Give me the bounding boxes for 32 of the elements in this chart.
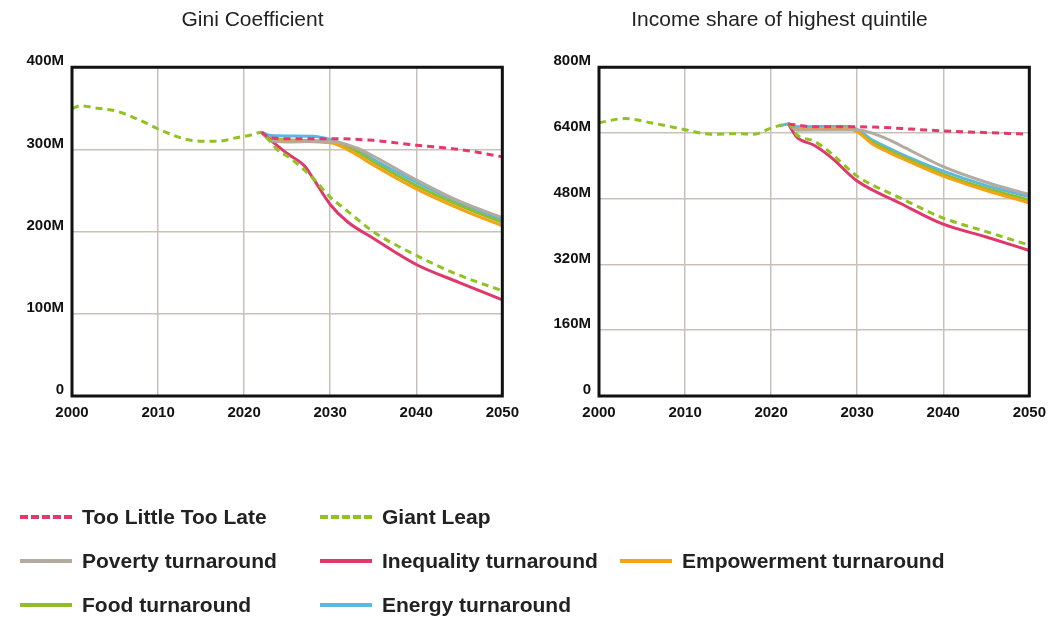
x-tick-label: 2020: [227, 403, 261, 421]
y-tick-label: 0: [582, 380, 591, 398]
y-tick-label: 100M: [26, 297, 64, 315]
x-tick-label: 2050: [1012, 403, 1046, 421]
legend-label: Giant Leap: [382, 505, 491, 529]
x-tick-label: 2040: [926, 403, 960, 421]
legend-label: Food turnaround: [82, 593, 252, 617]
x-tick-label: 2010: [668, 403, 702, 421]
chart-title: Gini Coefficient: [181, 7, 324, 31]
y-tick-label: 320M: [553, 248, 591, 266]
legend-label: Energy turnaround: [382, 593, 572, 617]
y-tick-label: 300M: [26, 133, 64, 151]
legend-label: Too Little Too Late: [82, 505, 267, 529]
y-tick-label: 0: [55, 380, 64, 398]
x-tick-label: 2030: [840, 403, 874, 421]
legend-label: Inequality turnaround: [382, 549, 598, 573]
legend-label: Empowerment turnaround: [682, 549, 945, 573]
legend-label: Poverty turnaround: [82, 549, 277, 573]
x-tick-label: 2030: [313, 403, 347, 421]
y-tick-label: 200M: [26, 215, 64, 233]
x-tick-label: 2000: [55, 403, 89, 421]
y-tick-label: 400M: [26, 51, 64, 69]
x-tick-label: 2040: [399, 403, 433, 421]
y-tick-label: 160M: [553, 314, 591, 332]
x-tick-label: 2020: [754, 403, 788, 421]
x-tick-label: 2000: [582, 403, 616, 421]
x-tick-label: 2050: [485, 403, 519, 421]
y-tick-label: 480M: [553, 182, 591, 200]
y-tick-label: 640M: [553, 117, 591, 135]
chart-title: Income share of highest quintile: [631, 7, 928, 31]
y-tick-label: 800M: [553, 51, 591, 69]
x-tick-label: 2010: [141, 403, 175, 421]
